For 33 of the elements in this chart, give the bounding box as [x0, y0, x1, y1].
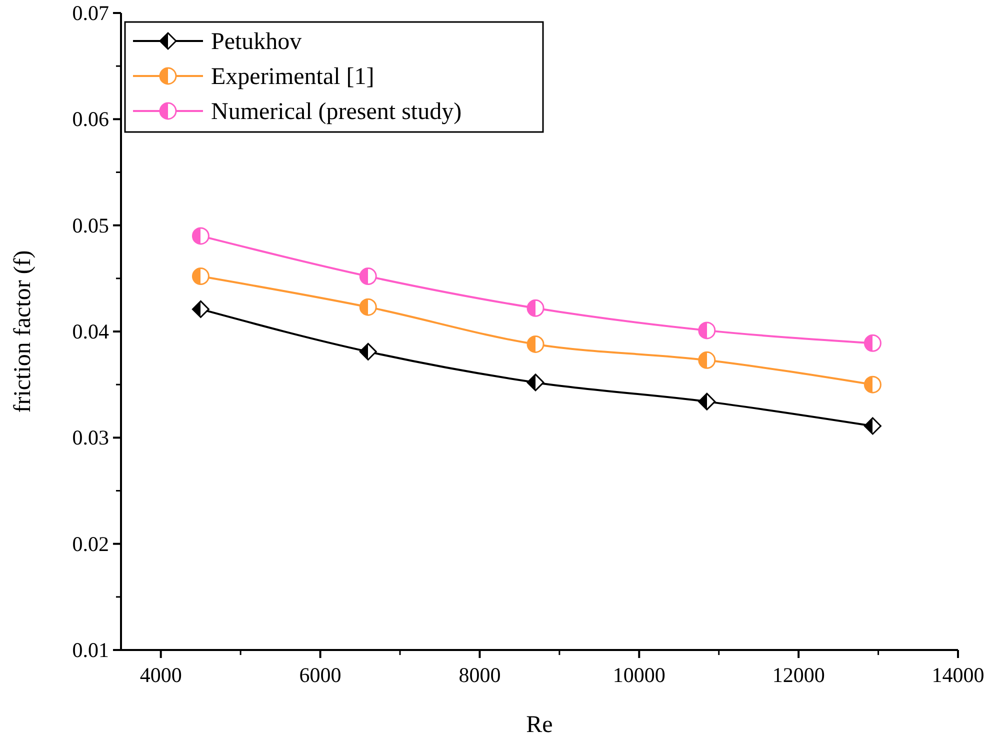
point — [864, 334, 882, 352]
x-tick-label: 8000 — [458, 663, 501, 687]
y-tick-label: 0.04 — [72, 320, 110, 344]
y-axis-title: friction factor (f) — [10, 250, 36, 413]
y-tick-label: 0.05 — [72, 213, 109, 238]
x-tick-label: 10000 — [612, 663, 666, 687]
x-tick-label: 12000 — [772, 663, 825, 687]
point — [698, 392, 716, 410]
legend-label: Numerical (present study) — [211, 99, 462, 125]
point — [864, 376, 882, 394]
point — [698, 351, 716, 369]
point — [864, 417, 882, 435]
point — [359, 268, 377, 286]
point — [192, 300, 210, 318]
x-axis-title: Re — [526, 712, 553, 738]
point — [698, 322, 716, 340]
point — [526, 299, 544, 317]
point — [359, 342, 377, 360]
legend-label: Experimental [1] — [211, 64, 374, 90]
point — [192, 268, 210, 286]
y-tick-label: 0.07 — [72, 1, 109, 25]
point — [526, 374, 544, 392]
y-tick-label: 0.01 — [72, 638, 109, 662]
y-tick-label: 0.02 — [72, 532, 109, 556]
point — [192, 227, 210, 245]
y-tick-label: 0.06 — [72, 107, 109, 132]
x-tick-label: 6000 — [299, 663, 342, 687]
x-tick-label: 4000 — [140, 663, 182, 687]
y-tick-label: 0.03 — [72, 426, 109, 450]
point — [359, 298, 377, 316]
legend-label: Petukhov — [211, 29, 302, 55]
x-tick-label: 14000 — [932, 663, 984, 687]
point — [526, 336, 544, 353]
